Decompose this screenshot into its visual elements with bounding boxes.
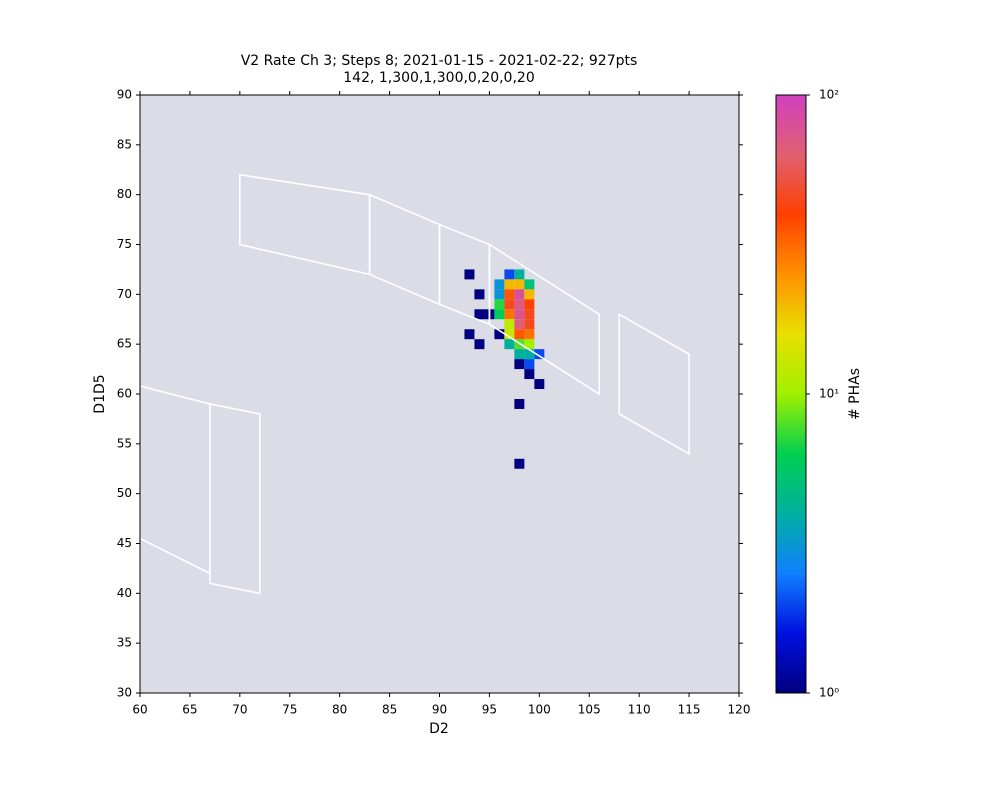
heatmap-cell — [464, 329, 475, 340]
y-tick-label: 60 — [117, 387, 132, 401]
x-tick-label: 80 — [332, 703, 347, 717]
heatmap-cell — [524, 319, 535, 330]
chart-subtitle: 142, 1,300,1,300,0,20,0,20 — [343, 70, 534, 86]
heatmap-cell — [524, 359, 535, 370]
heatmap-cell — [514, 269, 525, 280]
chart-title: V2 Rate Ch 3; Steps 8; 2021-01-15 - 2021… — [241, 53, 638, 69]
y-tick-label: 30 — [117, 686, 132, 700]
heatmap-cell — [504, 269, 515, 280]
heatmap-cell — [474, 289, 485, 300]
colorbar — [775, 94, 807, 694]
heatmap-cell — [494, 289, 505, 300]
heatmap-cell — [524, 289, 535, 300]
plot-layer — [140, 173, 690, 595]
heatmap-cell — [514, 329, 525, 340]
heatmap-cell — [494, 309, 505, 320]
plot-background — [140, 95, 739, 693]
heatmap-cell — [504, 299, 515, 310]
x-tick-label: 115 — [678, 703, 701, 717]
colorbar-tick-label: 10⁰ — [819, 686, 839, 700]
y-tick-label: 65 — [117, 337, 132, 351]
heatmap-cell — [504, 309, 515, 320]
x-tick-label: 110 — [628, 703, 651, 717]
heatmap-cell — [494, 279, 505, 290]
heatmap-cell — [504, 289, 515, 300]
x-tick-label: 105 — [578, 703, 601, 717]
colorbar-label: # PHAs — [847, 368, 863, 420]
heatmap-cell — [514, 359, 525, 370]
x-tick-label: 75 — [282, 703, 297, 717]
heatmap-cell — [524, 279, 535, 290]
x-axis-label: D2 — [429, 721, 449, 737]
heatmap-cell — [504, 339, 515, 350]
heatmap-cell — [524, 329, 535, 340]
x-tick-label: 70 — [232, 703, 247, 717]
x-tick-label: 85 — [382, 703, 397, 717]
y-tick-label: 35 — [117, 636, 132, 650]
heatmap-cell — [514, 309, 525, 320]
heatmap-cell — [524, 369, 535, 380]
heatmap-cell — [514, 279, 525, 290]
y-tick-label: 75 — [117, 237, 132, 251]
x-tick-label: 65 — [182, 703, 197, 717]
x-tick-label: 95 — [482, 703, 497, 717]
heatmap-cell — [494, 299, 505, 310]
heatmap-cell — [534, 379, 545, 390]
heatmap-cell — [514, 299, 525, 310]
outline — [618, 312, 690, 456]
heatmap-cell — [514, 458, 525, 469]
heatmap-cell — [504, 319, 515, 330]
heatmap-cell — [494, 329, 505, 340]
y-tick-label: 90 — [117, 88, 132, 102]
colorbar-tick-label: 10² — [819, 88, 839, 102]
outline — [209, 402, 261, 595]
heatmap-cell — [514, 349, 525, 360]
x-tick-label: 100 — [528, 703, 551, 717]
heatmap-cell — [524, 309, 535, 320]
heatmap-cell — [524, 349, 535, 360]
heatmap-cell — [524, 299, 535, 310]
heatmap-cell — [474, 339, 485, 350]
y-tick-label: 85 — [117, 137, 132, 151]
heatmap-cell — [504, 279, 515, 290]
heatmap-cell — [474, 309, 485, 320]
heatmap-cell — [514, 319, 525, 330]
heatmap-cell — [504, 329, 515, 340]
y-tick-label: 55 — [117, 436, 132, 450]
x-tick-label: 120 — [728, 703, 751, 717]
x-tick-label: 60 — [132, 703, 147, 717]
outline — [488, 243, 601, 396]
heatmap-cell — [524, 339, 535, 350]
heatmap-cell — [514, 289, 525, 300]
heatmap-cell — [464, 269, 475, 280]
colorbar-tick-label: 10¹ — [819, 387, 839, 401]
y-tick-label: 50 — [117, 486, 132, 500]
y-tick-label: 40 — [117, 586, 132, 600]
heatmap-cell — [514, 398, 525, 409]
y-axis-label: D1D5 — [92, 374, 108, 413]
y-tick-label: 45 — [117, 536, 132, 550]
y-tick-label: 70 — [117, 287, 132, 301]
y-tick-label: 80 — [117, 187, 132, 201]
x-tick-label: 90 — [432, 703, 447, 717]
heatmap-cell — [534, 349, 545, 360]
